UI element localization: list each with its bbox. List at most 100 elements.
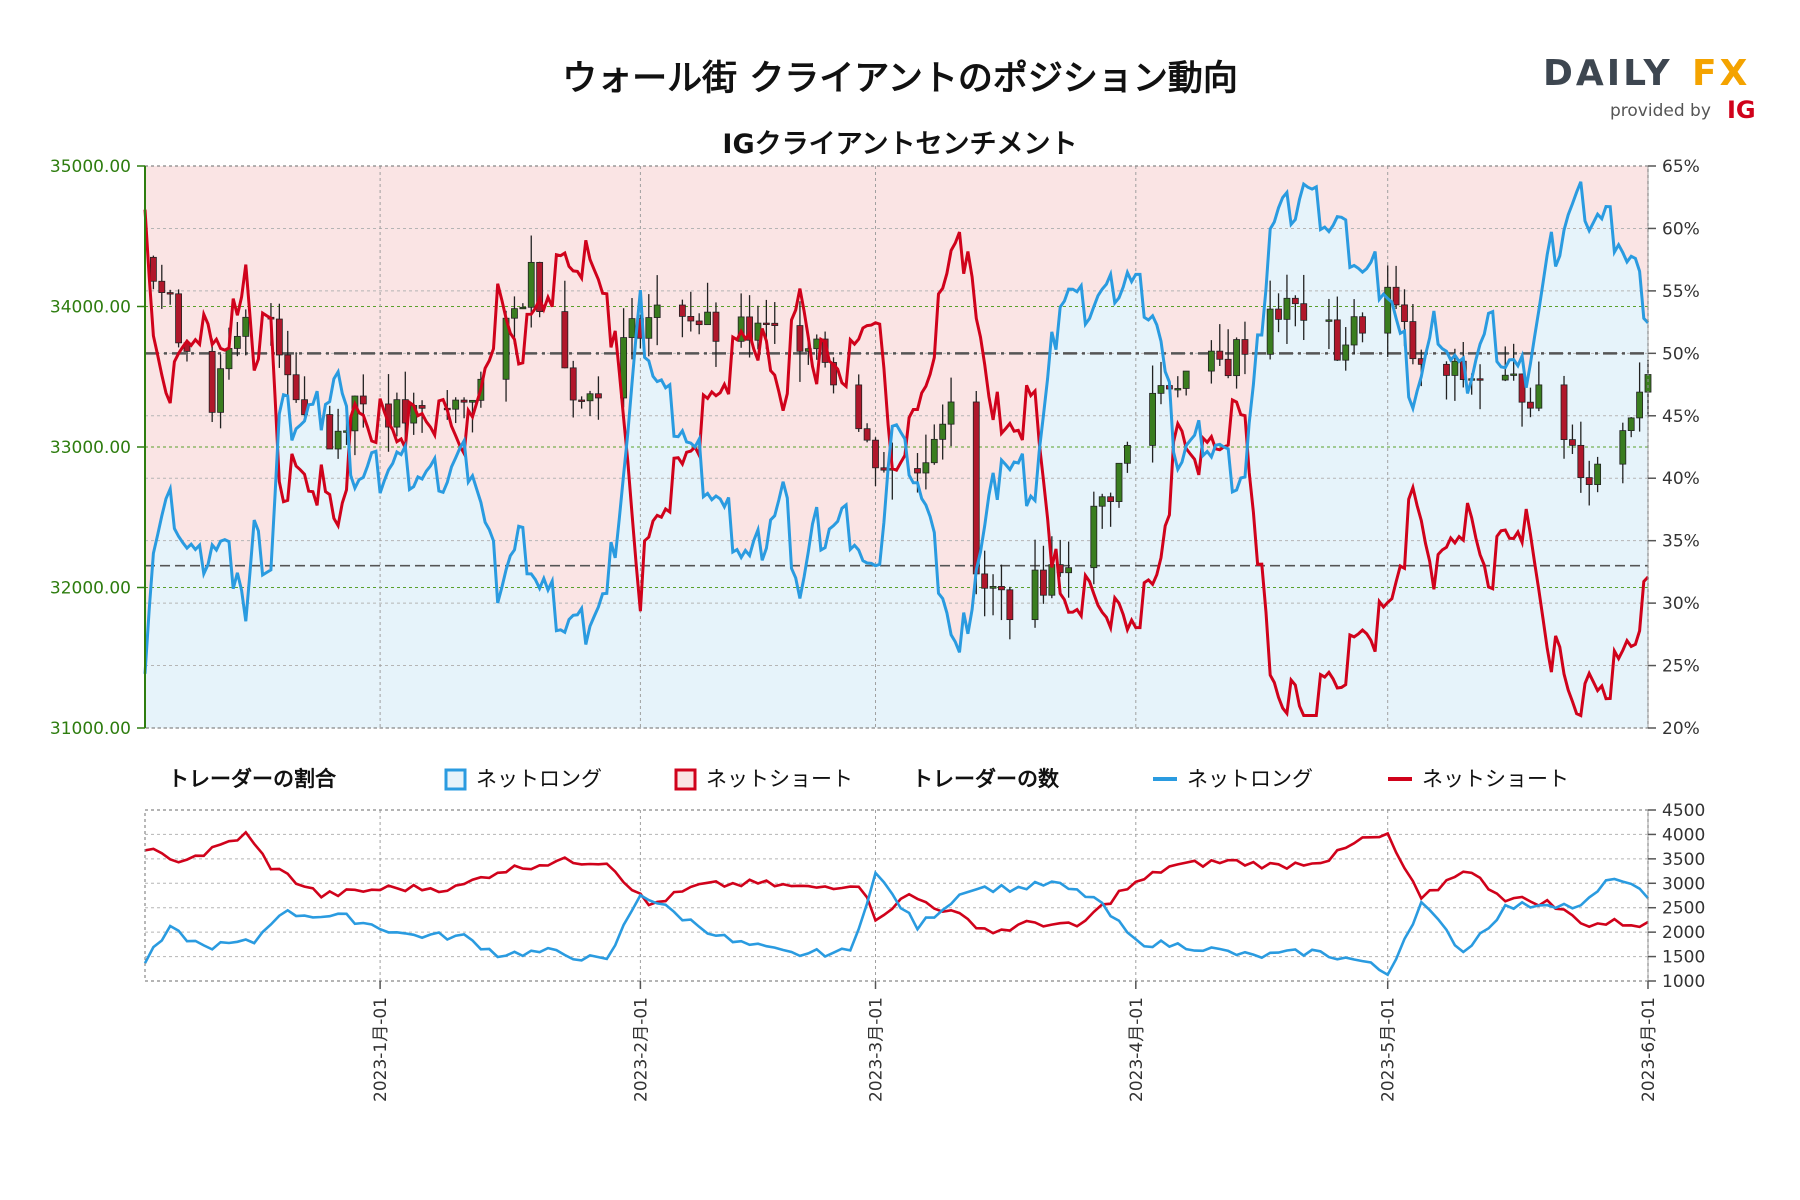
candle bbox=[1224, 329, 1232, 379]
candle bbox=[166, 289, 174, 305]
logo-daily: DAILY bbox=[1543, 53, 1673, 94]
candle bbox=[1149, 365, 1156, 463]
pct-tick-label: 25% bbox=[1662, 657, 1700, 677]
candle bbox=[620, 308, 628, 408]
candle bbox=[536, 261, 544, 318]
candle bbox=[1065, 541, 1073, 598]
chart-title: ウォール街 クライアントのポジション動向 bbox=[562, 58, 1238, 99]
count-plot-frame bbox=[144, 809, 1649, 982]
candle bbox=[1241, 321, 1249, 375]
candle bbox=[628, 298, 636, 360]
candle bbox=[1090, 491, 1098, 585]
date-tick-label: 2023-4月-01 bbox=[1127, 997, 1147, 1102]
candle bbox=[1031, 539, 1039, 628]
candle bbox=[998, 564, 1005, 621]
candle bbox=[1291, 295, 1299, 327]
sentiment-pct-axis: 65% 60% 55% 50% 45% 40% 35% 30% 25% 20% bbox=[1648, 157, 1700, 739]
candle bbox=[863, 423, 871, 443]
candle bbox=[981, 550, 989, 617]
candle bbox=[233, 322, 241, 357]
candle bbox=[678, 299, 686, 338]
pct-tick-label: 45% bbox=[1662, 407, 1700, 427]
candle bbox=[242, 309, 250, 356]
candle bbox=[1040, 545, 1047, 604]
candle bbox=[1527, 387, 1534, 418]
candle bbox=[1510, 343, 1518, 381]
candle bbox=[326, 405, 334, 450]
candle bbox=[1006, 586, 1014, 640]
date-tick-label: 2023-6月-01 bbox=[1639, 997, 1659, 1102]
candle bbox=[569, 360, 577, 418]
count-tick-label: 4500 bbox=[1662, 801, 1705, 821]
candle bbox=[1535, 361, 1543, 412]
candle bbox=[1577, 421, 1585, 493]
candle bbox=[1384, 265, 1392, 357]
candle bbox=[460, 397, 468, 419]
net-long-sentiment-line bbox=[143, 181, 1650, 674]
pct-tick-label: 60% bbox=[1662, 219, 1700, 239]
candle bbox=[653, 275, 661, 346]
pct-tick-label: 55% bbox=[1662, 282, 1700, 302]
price-candles bbox=[149, 235, 1652, 640]
count-tick-label: 1500 bbox=[1662, 948, 1705, 968]
candle bbox=[1518, 373, 1526, 427]
count-tick-label: 4000 bbox=[1662, 825, 1705, 845]
date-axis: 2023-1月-01 2023-2月-01 2023-3月-01 2023-4月-01… bbox=[371, 981, 1659, 1102]
logo-ig: IG bbox=[1727, 96, 1756, 124]
count-axis: 4500 4000 3500 3000 2500 2000 1500 1000 bbox=[1648, 801, 1705, 992]
candle bbox=[712, 302, 720, 367]
candle bbox=[1392, 265, 1400, 310]
candle bbox=[1275, 293, 1282, 333]
candle bbox=[334, 408, 342, 459]
candle bbox=[704, 282, 711, 326]
candle bbox=[695, 313, 703, 335]
legend-net-short-swatch bbox=[674, 768, 697, 791]
candle bbox=[939, 404, 947, 460]
net-short-count-line bbox=[144, 830, 1649, 935]
legend-count-label: トレーダーの数 bbox=[912, 767, 1060, 791]
candle bbox=[217, 354, 224, 429]
candle bbox=[771, 302, 779, 344]
price-tick-label: 34000.00 bbox=[50, 298, 131, 318]
date-tick-label: 2023-1月-01 bbox=[371, 997, 391, 1102]
candle bbox=[1233, 337, 1240, 389]
candle bbox=[930, 424, 938, 465]
pct-tick-label: 40% bbox=[1662, 469, 1700, 489]
candle bbox=[1333, 296, 1341, 361]
candle bbox=[519, 303, 527, 310]
candle bbox=[578, 396, 586, 409]
price-tick-label: 35000.00 bbox=[50, 157, 131, 177]
pct-tick-label: 35% bbox=[1662, 532, 1700, 552]
candle bbox=[1098, 493, 1106, 529]
price-tick-label: 33000.00 bbox=[50, 438, 131, 458]
candle bbox=[1266, 280, 1274, 360]
candle bbox=[1107, 492, 1115, 527]
date-tick-label: 2023-5月-01 bbox=[1379, 997, 1399, 1102]
candle bbox=[292, 352, 300, 403]
candle bbox=[645, 294, 653, 357]
trader-count-plot: 4500 4000 3500 3000 2500 2000 1500 1000 2023-1月… bbox=[143, 801, 1705, 1102]
candle bbox=[452, 397, 460, 424]
candle bbox=[872, 437, 879, 487]
date-tick-label: 2023-3月-01 bbox=[867, 997, 887, 1102]
price-tick-label: 31000.00 bbox=[50, 719, 131, 739]
candle bbox=[1207, 340, 1215, 384]
candle bbox=[1409, 304, 1417, 365]
candle bbox=[1359, 312, 1366, 343]
candle bbox=[175, 289, 182, 348]
candle bbox=[1124, 441, 1131, 473]
candle bbox=[1283, 274, 1291, 344]
candle bbox=[1342, 327, 1350, 371]
pct-tick-label: 30% bbox=[1662, 594, 1700, 614]
logo-fx: FX bbox=[1692, 53, 1750, 94]
legend-net-long-2: ネットロング bbox=[1187, 767, 1313, 791]
count-tick-label: 2000 bbox=[1662, 923, 1705, 943]
candle bbox=[1594, 456, 1602, 493]
candle bbox=[1325, 298, 1333, 350]
count-tick-label: 1000 bbox=[1662, 972, 1705, 992]
candle bbox=[989, 574, 997, 616]
candle bbox=[1157, 361, 1165, 405]
candle bbox=[561, 280, 569, 369]
date-tick-label: 2023-2月-01 bbox=[631, 997, 651, 1102]
price-tick-label: 32000.00 bbox=[50, 579, 131, 599]
